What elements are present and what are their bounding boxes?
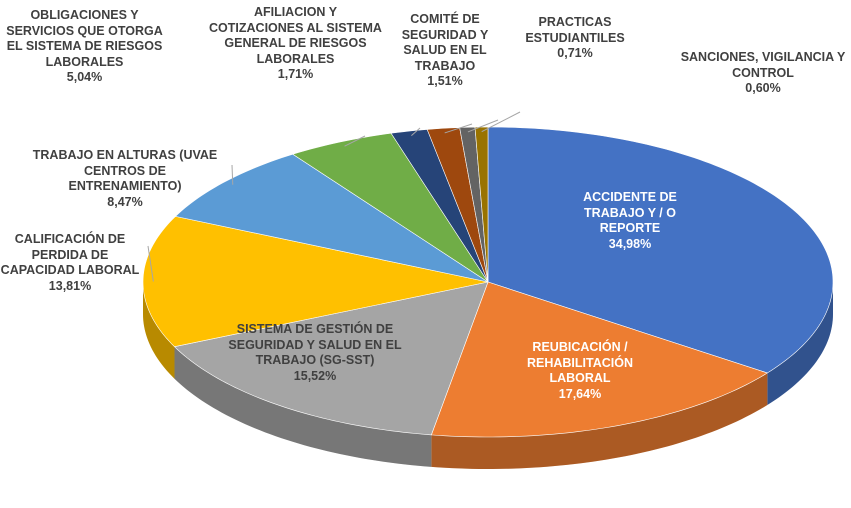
slice-category: OBLIGACIONES Y SERVICIOS QUE OTORGA EL S… (6, 8, 163, 69)
slice-side-shade (174, 346, 432, 467)
slice-side (431, 372, 768, 469)
slice-label: ACCIDENTE DE TRABAJO Y / O REPORTE 34,98% (555, 190, 705, 252)
slice-label: PRACTICAS ESTUDIANTILES 0,71% (510, 15, 640, 62)
slice-category: SANCIONES, VIGILANCIA Y CONTROL (680, 50, 846, 80)
slice-value: 1,71% (277, 67, 314, 81)
slice-label: COMITÉ DE SEGURIDAD Y SALUD EN EL TRABAJ… (390, 12, 500, 90)
slice-category: COMITÉ DE SEGURIDAD Y SALUD EN EL TRABAJ… (401, 12, 489, 73)
slice-label: SANCIONES, VIGILANCIA Y CONTROL 0,60% (678, 50, 848, 97)
slice-value: 8,47% (107, 194, 143, 209)
slice-side-shade (767, 282, 833, 405)
slice-value: 5,04% (66, 70, 103, 84)
slice-label: OBLIGACIONES Y SERVICIOS QUE OTORGA EL S… (2, 8, 167, 86)
leader-line (411, 127, 421, 137)
slice-side-shade (431, 372, 768, 469)
slice-side-shade (143, 282, 175, 379)
slice-side (767, 282, 833, 405)
slice (390, 129, 489, 283)
slice-value: 1,51% (427, 74, 463, 88)
slice-value: 17,64% (558, 386, 602, 401)
slice (142, 216, 489, 348)
leader-line (344, 135, 366, 147)
slice-category: REUBICACIÓN / REHABILITACIÓN LABORAL (526, 340, 633, 385)
slice-label: TRABAJO EN ALTURAS (UVAE CENTROS DE ENTR… (30, 148, 220, 210)
slice-value: 13,81% (48, 278, 92, 293)
slice (487, 126, 834, 374)
slice (174, 153, 489, 283)
slice-label: REUBICACIÓN / REHABILITACIÓN LABORAL 17,6… (505, 340, 655, 402)
slice-value: 0,60% (745, 81, 781, 95)
slice (430, 281, 769, 438)
slice-label: AFILIACION Y COTIZACIONES AL SISTEMA GEN… (208, 5, 383, 83)
leader-line (467, 119, 499, 133)
slice-value: 34,98% (608, 236, 652, 251)
slice (292, 132, 489, 283)
slice-category: SISTEMA DE GESTIÓN DE SEGURIDAD Y SALUD … (228, 322, 402, 367)
leader-line (231, 164, 234, 185)
slice-label: CALIFICACIÓN DE PERDIDA DE CAPACIDAD LAB… (0, 232, 140, 294)
slice-category: TRABAJO EN ALTURAS (UVAE CENTROS DE ENTR… (32, 148, 218, 193)
slice-value: 15,52% (293, 368, 337, 383)
leader-line (481, 111, 521, 133)
slice-side (174, 346, 432, 467)
slice-value: 0,71% (557, 46, 593, 60)
slice-category: AFILIACION Y COTIZACIONES AL SISTEMA GEN… (209, 5, 382, 66)
slice-category: ACCIDENTE DE TRABAJO Y / O REPORTE (583, 190, 677, 235)
slice (426, 127, 489, 283)
leader-line (147, 245, 154, 282)
slice-category: CALIFICACIÓN DE PERDIDA DE CAPACIDAD LAB… (0, 232, 140, 277)
slice-category: PRACTICAS ESTUDIANTILES (525, 15, 625, 45)
slice (173, 281, 489, 436)
slice-label: SISTEMA DE GESTIÓN DE SEGURIDAD Y SALUD … (225, 322, 405, 384)
leader-line (444, 123, 473, 134)
slice-side (143, 282, 175, 379)
